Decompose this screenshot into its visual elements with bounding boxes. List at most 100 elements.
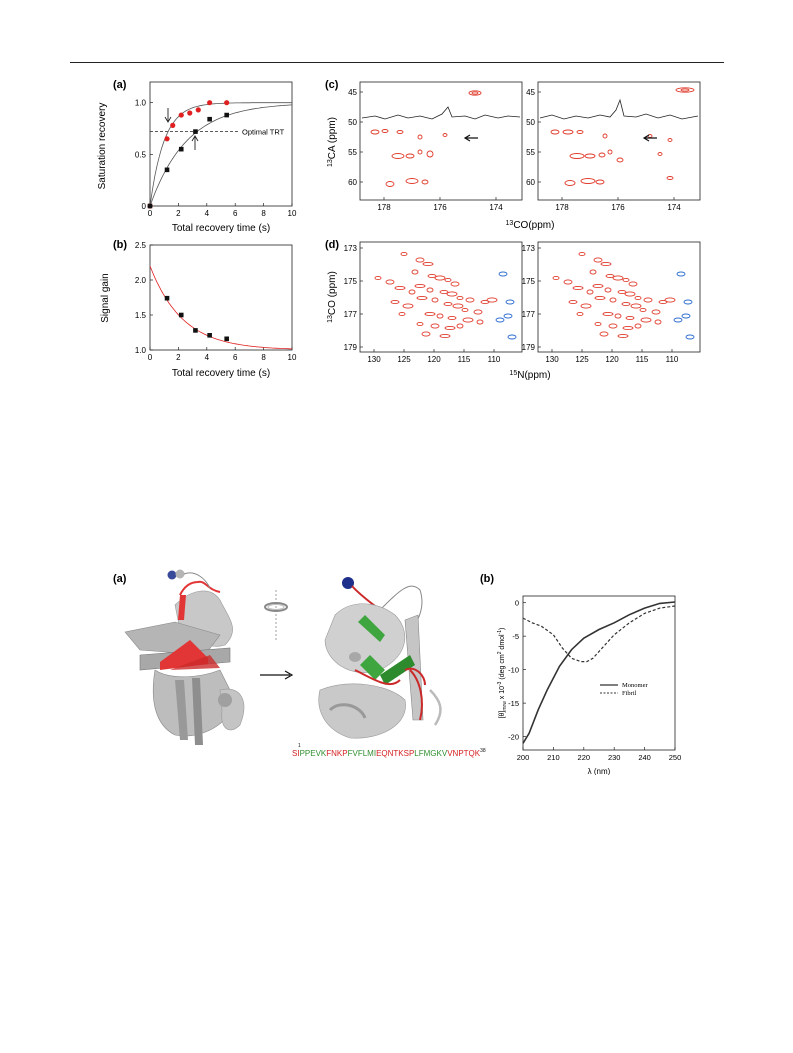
- panel-c-label: (c): [325, 79, 339, 91]
- y-tick-label: 175: [344, 277, 358, 286]
- panel-d-ticks: 130 125 120 115 110 173 175 177 179 130 125 120 115 1…: [344, 244, 679, 364]
- page-header-rule: [70, 62, 724, 63]
- hsqc-peak-red: [486, 297, 498, 303]
- panel-a-frame: [149, 81, 293, 207]
- hsqc-peak-blue: [681, 313, 691, 319]
- x-tick-label: 0: [148, 209, 153, 218]
- hsqc-peak-red: [461, 307, 469, 313]
- hsqc-peak-red: [612, 275, 624, 281]
- x-tick-label: 120: [605, 355, 619, 364]
- y-tick-label: 175: [522, 277, 536, 286]
- x-tick-label: 6: [233, 209, 238, 218]
- x-tick-label: 4: [205, 353, 210, 362]
- hsqc-peak-red: [415, 257, 425, 263]
- data-point: [193, 328, 198, 333]
- hsqc-peak-red: [602, 311, 614, 317]
- x-tick-label: 6: [233, 353, 238, 362]
- figure2-panel-b: (b) 200 210 220 230 240 250 0 -5 -10 -15 -20 Monom…: [480, 573, 682, 776]
- x-tick-label: 220: [578, 753, 591, 762]
- hsqc-peak-red: [444, 325, 456, 331]
- hsqc-peak-red: [400, 251, 408, 257]
- panel-a-ylabel: Saturation recovery: [97, 103, 108, 190]
- hsqc-peak-red: [605, 273, 615, 279]
- panel-d-right-frame: [537, 241, 701, 353]
- hsqc-peak-red: [572, 285, 584, 291]
- data-point-slow: [147, 203, 153, 209]
- right-arrow-icon: [260, 670, 294, 680]
- up-arrow-icon: [191, 135, 199, 150]
- y-tick-label: -10: [508, 666, 519, 675]
- data-point: [224, 336, 229, 342]
- rotation-icon: [264, 590, 288, 640]
- sequence-residues: SIPPEVKFNKPFVFLMIEQNTKSPLFMGKVVNPTQK: [292, 749, 481, 758]
- cd-legend: Monomer Fibril: [600, 682, 648, 697]
- figure1-panel-a: (a) 0 2 4 6 8 10 0 0.5 1.0 Optimal TRT Saturati…: [97, 79, 297, 234]
- sequence-start-index: 1: [298, 743, 301, 749]
- hsqc-peak-red: [444, 277, 452, 283]
- figure-1-canvas: (a) 0 2 4 6 8 10 0 0.5 1.0 Optimal TRT Saturati…: [97, 79, 701, 381]
- hsqc-peak-red: [421, 331, 431, 337]
- sequence-segment: I: [297, 749, 299, 758]
- hsqc-peak-red: [416, 321, 424, 327]
- figure2-panel-b-label: (b): [480, 573, 494, 585]
- hsqc-peak-red: [599, 331, 609, 337]
- hsqc-peak-red: [394, 285, 406, 291]
- hsqc-peak-red: [664, 297, 676, 303]
- x-tick-label: 10: [288, 209, 297, 218]
- y-tick-label: 0: [142, 202, 147, 211]
- y-tick-label: 177: [344, 310, 358, 319]
- y-tick-label: 50: [348, 118, 357, 127]
- figure1-panel-c: (c) 178 176 174 45 50 55 60 178 176 174 45 50 55 60: [325, 79, 701, 231]
- hsqc-peak-red: [462, 317, 474, 323]
- y-tick-label: 45: [526, 88, 535, 97]
- hsqc-peak-blue: [503, 313, 513, 319]
- hsqc-peak-red: [450, 281, 460, 287]
- cd-plot-frame: [522, 595, 676, 751]
- hsqc-peak-red: [431, 297, 439, 303]
- hsqc-peak-blue: [673, 317, 683, 323]
- cd-xlabel: λ (nm): [588, 767, 611, 775]
- hsqc-peak-red: [628, 281, 638, 287]
- panel-b-ylabel: Signal gain: [100, 273, 111, 322]
- x-tick-label: 174: [489, 203, 503, 212]
- x-tick-label: 250: [669, 753, 682, 762]
- left-arrow-icon: [463, 134, 478, 142]
- hsqc-peak-red: [639, 307, 647, 313]
- hsqc-peak-blue: [505, 299, 515, 305]
- data-point-slow: [178, 146, 184, 152]
- data-point-fast: [170, 122, 176, 128]
- hsqc-peak-red: [456, 323, 464, 329]
- protein-sequence: SIPPEVKFNKPFVFLMIEQNTKSPLFMGKVVNPTQK38: [292, 748, 486, 758]
- hsqc-peak-red: [374, 275, 382, 281]
- optimal-trt-label: Optimal TRT: [242, 128, 285, 137]
- panel-a-label: (a): [113, 79, 127, 91]
- panel-a-fit-slow: [149, 104, 293, 207]
- hsqc-peak-red: [622, 277, 630, 283]
- hsqc-peak-red: [443, 301, 453, 307]
- panel-a-xlabel: Total recovery time (s): [172, 223, 270, 234]
- sequence-end-index: 38: [480, 748, 486, 754]
- y-tick-label: 179: [344, 343, 358, 352]
- hsqc-peak-red: [589, 269, 597, 275]
- x-tick-label: 4: [205, 209, 210, 218]
- panel-b-points: [164, 295, 229, 342]
- hsqc-peak-red: [608, 323, 618, 329]
- x-tick-label: 110: [488, 355, 501, 364]
- hsqc-peak-red: [594, 295, 606, 301]
- hsqc-peak-red: [604, 287, 612, 293]
- panel-d-label: (d): [325, 239, 339, 251]
- hsqc-peak-red: [625, 315, 635, 321]
- x-tick-label: 240: [638, 753, 651, 762]
- figure1-panel-d: (d) 130 125 120 115 110 173 175 177 179 130 125 120…: [325, 239, 701, 381]
- hsqc-peak-red: [580, 303, 592, 309]
- hsqc-peak-red: [600, 261, 612, 267]
- hsqc-peak-red: [436, 313, 444, 319]
- hsqc-peak-red: [439, 333, 451, 339]
- data-point-fast: [187, 110, 193, 116]
- hsqc-peak-red: [447, 315, 457, 321]
- legend-monomer-label: Monomer: [622, 682, 648, 689]
- hsqc-peak-red: [640, 317, 652, 323]
- x-tick-label: 200: [517, 753, 530, 762]
- panel-a-x-ticks: 0 2 4 6 8 10: [148, 203, 297, 218]
- hsqc-peak-red: [422, 261, 434, 267]
